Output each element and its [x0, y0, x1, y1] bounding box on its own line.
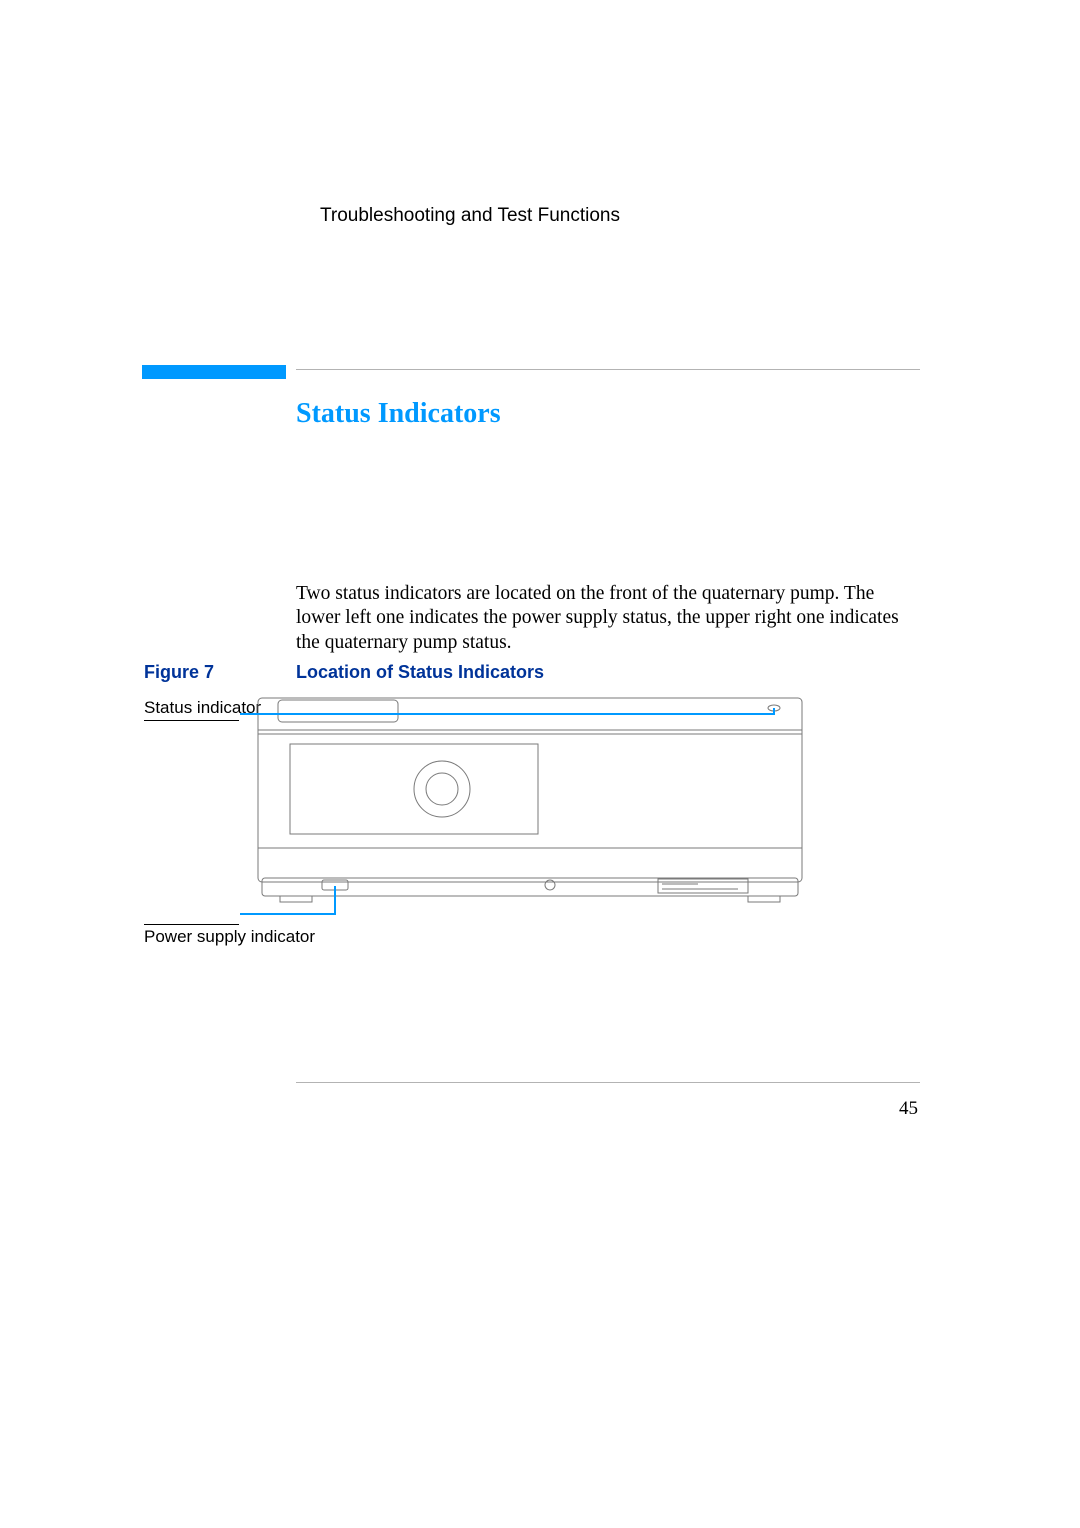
section-divider [296, 369, 920, 370]
body-paragraph: Two status indicators are located on the… [296, 582, 920, 655]
page-number: 45 [899, 1098, 918, 1120]
callout-power-overline [144, 924, 239, 925]
chapter-header: Troubleshooting and Test Functions [320, 205, 620, 227]
section-tab [142, 365, 286, 379]
device-diagram [240, 690, 820, 920]
callout-status-underline [144, 720, 239, 721]
section-title: Status Indicators [296, 398, 501, 430]
callout-power-supply: Power supply indicator [144, 927, 315, 947]
footer-divider [296, 1082, 920, 1083]
figure-label: Figure 7 [144, 662, 214, 683]
figure-caption: Location of Status Indicators [296, 662, 544, 683]
